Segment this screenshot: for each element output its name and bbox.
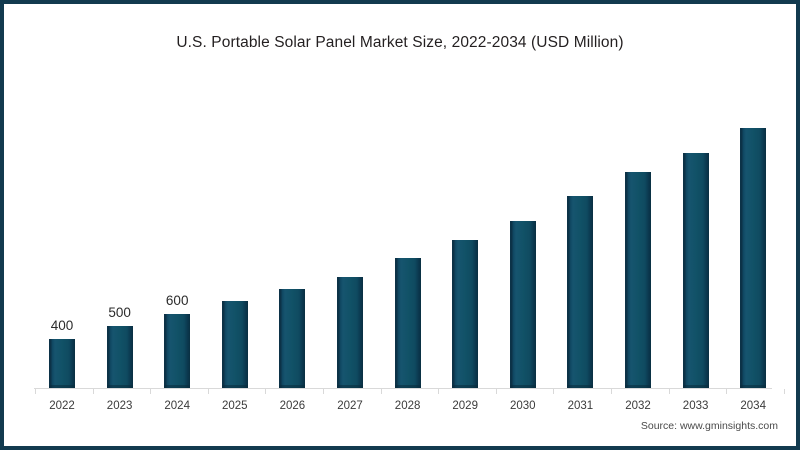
x-axis-label-2029: 2029 [452,400,478,412]
x-axis-tick-2032 [611,389,612,394]
x-axis-tick-2033 [669,389,670,394]
x-axis-tick-2023 [93,389,94,394]
x-axis-label-2022: 2022 [49,400,75,412]
source-note: Source: www.gminsights.com [640,420,778,432]
x-axis-label-2024: 2024 [164,400,190,412]
x-axis-label-2027: 2027 [337,400,363,412]
bar-2026 [279,289,306,388]
x-axis-tick-2031 [553,389,554,394]
bar-2031 [567,196,594,388]
bar-2025 [221,301,248,388]
bar-2033 [682,153,709,388]
chart-title: U.S. Portable Solar Panel Market Size, 2… [176,34,624,51]
x-axis-label-2026: 2026 [279,400,306,412]
bar-2024 [164,314,191,388]
bar-2030 [509,221,536,388]
x-axis-tick-2025 [208,389,209,394]
bar-value-label-2023: 500 [108,305,131,320]
x-axis-tick-2029 [438,389,439,394]
x-axis-label-2025: 2025 [222,400,248,412]
bar-2034 [740,128,767,388]
x-axis-tick-2034 [726,389,727,394]
bar-2027 [337,277,363,388]
bar-value-label-2024: 600 [165,293,189,308]
bar-2028 [394,258,421,388]
x-axis-tick-2027 [323,389,324,394]
plot-area: 400 500 600 2022 2023 2024 2025 2026 2027 2028 20… [4,4,796,446]
bar-2022 [49,339,75,388]
x-axis-label-2028: 2028 [394,400,421,412]
bar-value-label-2022: 400 [50,318,74,333]
x-axis-label-2023: 2023 [106,400,133,412]
bar-2029 [452,240,479,388]
x-axis-tick-end [784,389,785,394]
x-axis-label-2034: 2034 [740,400,766,412]
x-axis-tick-2026 [265,389,266,394]
x-axis-label-2032: 2032 [625,400,651,412]
x-axis-line [34,388,772,389]
x-axis-label-2033: 2033 [682,400,709,412]
bar-2032 [625,172,651,388]
x-axis-tick-2022 [35,389,36,394]
x-axis-tick-2030 [496,389,497,394]
x-axis-tick-2024 [150,389,151,394]
bar-2023 [106,326,133,388]
x-axis-label-2030: 2030 [510,400,536,412]
x-axis-label-2031: 2031 [567,400,594,412]
x-axis-tick-2028 [381,389,382,394]
